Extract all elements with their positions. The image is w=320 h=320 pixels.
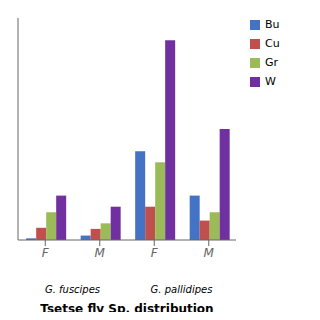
svg-text:M: M (95, 246, 106, 260)
html-text:Bu: Bu (265, 18, 280, 31)
svg-text:M: M (204, 246, 215, 260)
svg-text:F: F (151, 246, 159, 260)
html-text:G. pallidipes: G. pallidipes (150, 284, 213, 295)
html-text:Gr: Gr (265, 56, 278, 69)
html-text:G. fuscipes: G. fuscipes (44, 284, 101, 295)
html-text:Tsetse fly Sp. distribution: Tsetse fly Sp. distribution (40, 302, 214, 316)
svg-text:F: F (42, 246, 50, 260)
html-text:W: W (265, 75, 276, 88)
html-text:Cu: Cu (265, 37, 280, 50)
